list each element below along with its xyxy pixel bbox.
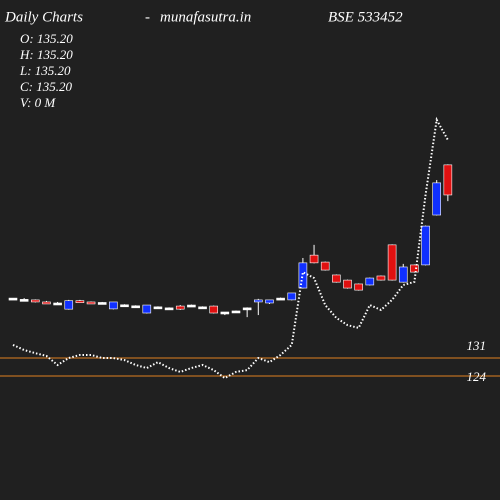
candle-body bbox=[387, 244, 397, 281]
candle-body bbox=[254, 299, 263, 303]
symbol: BSE 533452 bbox=[328, 9, 403, 25]
candle-body bbox=[354, 283, 363, 291]
candle-body bbox=[209, 305, 218, 314]
candle-body bbox=[443, 164, 453, 196]
level-label: 131 bbox=[467, 338, 487, 353]
candle-body bbox=[432, 182, 442, 216]
candle-body bbox=[287, 292, 297, 301]
site-name: munafasutra.in bbox=[160, 9, 251, 25]
candle-body bbox=[398, 266, 408, 283]
ohlc-info: H: 135.20 bbox=[19, 47, 73, 62]
candle-body bbox=[276, 297, 285, 301]
candle-body bbox=[30, 299, 40, 303]
level-label: 124 bbox=[467, 369, 487, 384]
ohlc-info: C: 135.20 bbox=[20, 79, 73, 94]
candle-body bbox=[265, 299, 274, 304]
candle-body bbox=[19, 299, 29, 302]
ohlc-info: V: 0 M bbox=[20, 95, 56, 110]
ohlc-info: L: 135.20 bbox=[19, 63, 71, 78]
candle-body bbox=[320, 261, 330, 271]
candle-body bbox=[231, 310, 241, 314]
candle-body bbox=[242, 307, 252, 311]
candle-body bbox=[421, 225, 430, 266]
candle-body bbox=[97, 302, 107, 305]
candle-body bbox=[198, 306, 207, 310]
candle-body bbox=[153, 306, 163, 310]
candle-body bbox=[86, 301, 96, 305]
candle-body bbox=[332, 274, 341, 283]
separator: - bbox=[145, 9, 150, 25]
candle-body bbox=[109, 301, 118, 310]
candle-body bbox=[410, 264, 419, 273]
candle-body bbox=[75, 300, 85, 303]
candle-body bbox=[53, 302, 62, 306]
candle-body bbox=[187, 304, 196, 308]
candle-body bbox=[376, 275, 386, 281]
candle-body bbox=[343, 279, 352, 289]
candle-body bbox=[131, 305, 140, 309]
ohlc-info: O: 135.20 bbox=[20, 31, 73, 46]
candle-body bbox=[220, 311, 230, 315]
candle-body bbox=[8, 297, 18, 301]
candle-body bbox=[120, 304, 129, 308]
candle-body bbox=[365, 277, 375, 286]
candle-body bbox=[164, 307, 174, 311]
candle-body bbox=[309, 254, 319, 264]
candle-body bbox=[64, 300, 74, 310]
candle-body bbox=[298, 262, 308, 289]
candle-body bbox=[142, 304, 152, 314]
candle-body bbox=[175, 305, 185, 310]
candle-body bbox=[42, 301, 51, 305]
chart-title: Daily Charts bbox=[4, 9, 83, 25]
